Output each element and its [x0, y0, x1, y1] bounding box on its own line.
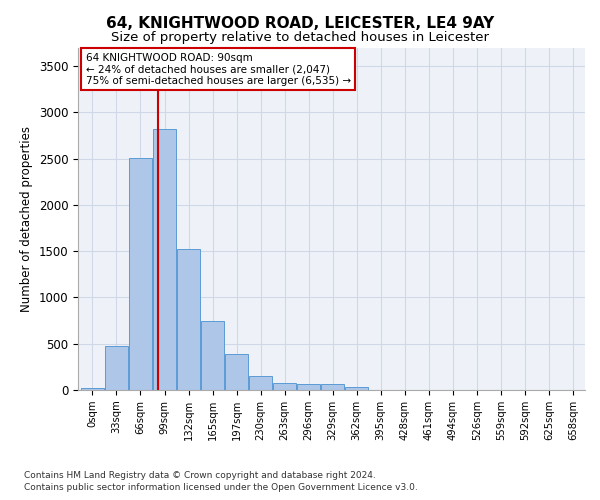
Y-axis label: Number of detached properties: Number of detached properties [20, 126, 33, 312]
Bar [297, 384, 320, 390]
Bar [346, 387, 368, 390]
Text: Contains public sector information licensed under the Open Government Licence v3: Contains public sector information licen… [24, 484, 418, 492]
Bar [81, 388, 104, 390]
Bar [249, 376, 272, 390]
Text: 64 KNIGHTWOOD ROAD: 90sqm
← 24% of detached houses are smaller (2,047)
75% of se: 64 KNIGHTWOOD ROAD: 90sqm ← 24% of detac… [86, 52, 351, 86]
Text: Size of property relative to detached houses in Leicester: Size of property relative to detached ho… [111, 31, 489, 44]
Bar [153, 129, 176, 390]
Bar [129, 158, 152, 390]
Text: 64, KNIGHTWOOD ROAD, LEICESTER, LE4 9AY: 64, KNIGHTWOOD ROAD, LEICESTER, LE4 9AY [106, 16, 494, 31]
Bar [225, 354, 248, 390]
Bar [105, 346, 128, 390]
Bar [273, 382, 296, 390]
Bar [321, 384, 344, 390]
Bar [177, 250, 200, 390]
Bar [201, 320, 224, 390]
Text: Contains HM Land Registry data © Crown copyright and database right 2024.: Contains HM Land Registry data © Crown c… [24, 472, 376, 480]
